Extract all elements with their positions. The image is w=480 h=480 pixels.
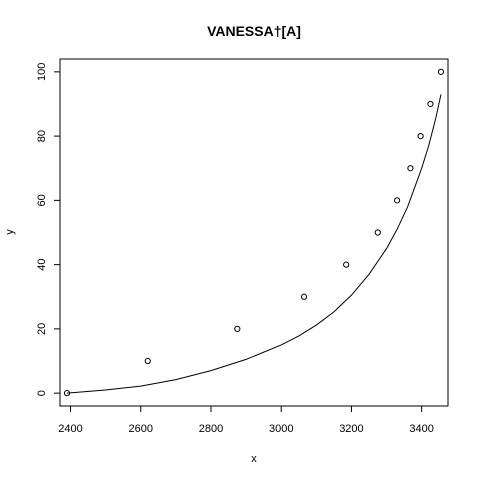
y-axis: 0 20 40 60 80 100 <box>36 63 60 397</box>
y-tick-label: 60 <box>36 194 48 206</box>
data-point <box>375 230 380 235</box>
x-tick-label: 2400 <box>58 423 82 435</box>
data-point <box>344 262 349 267</box>
x-tick-label: 3000 <box>269 423 293 435</box>
data-point <box>394 198 399 203</box>
x-tick-label: 3200 <box>339 423 363 435</box>
plot-frame <box>60 59 448 406</box>
data-point <box>428 101 433 106</box>
y-tick-label: 20 <box>36 323 48 335</box>
data-point <box>145 358 150 363</box>
x-tick-label: 2800 <box>199 423 223 435</box>
y-tick-label: 0 <box>36 390 48 396</box>
y-tick-label: 40 <box>36 259 48 271</box>
data-point <box>438 69 443 74</box>
series-line <box>67 94 441 393</box>
chart-title: VANESSA†[A] <box>207 23 301 39</box>
x-tick-label: 3400 <box>409 423 433 435</box>
x-axis-label: x <box>251 453 257 465</box>
data-point <box>418 134 423 139</box>
y-tick-label: 100 <box>36 63 48 81</box>
y-tick-label: 80 <box>36 130 48 142</box>
data-point <box>301 294 306 299</box>
data-point <box>235 326 240 331</box>
x-axis: 2400 2600 2800 3000 3200 3400 <box>58 406 434 435</box>
y-axis-label: y <box>4 229 16 235</box>
series-points <box>64 69 443 395</box>
x-tick-label: 2600 <box>129 423 153 435</box>
data-point <box>408 166 413 171</box>
